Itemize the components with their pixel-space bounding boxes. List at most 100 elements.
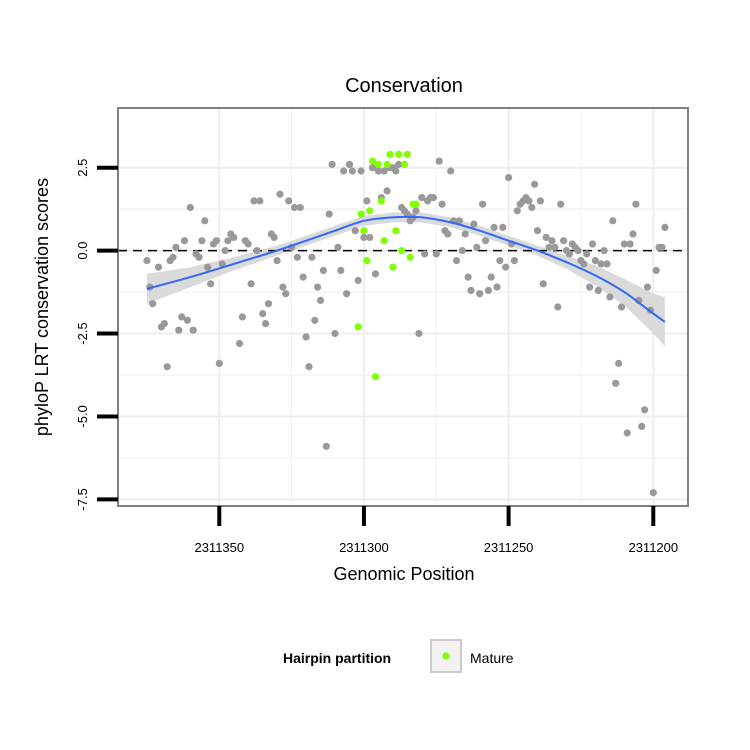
hairpin-point xyxy=(314,283,322,291)
y-axis: -7.5 -5.0 -2.5 0.0 2.5 xyxy=(75,159,118,511)
hairpin-point xyxy=(539,280,547,288)
hairpin-point xyxy=(380,167,388,175)
legend-marker-mature xyxy=(442,652,450,660)
hairpin-point xyxy=(270,233,278,241)
hairpin-point xyxy=(473,243,481,251)
hairpin-point xyxy=(533,227,542,235)
mature-point xyxy=(398,247,406,255)
hairpin-point xyxy=(340,167,348,175)
hairpin-point xyxy=(629,230,637,238)
hairpin-point xyxy=(586,283,594,291)
hairpin-point xyxy=(189,326,197,334)
hairpin-point xyxy=(172,243,180,251)
smooth-line xyxy=(146,215,666,323)
hairpin-point xyxy=(221,247,229,255)
hairpin-point xyxy=(163,363,171,371)
mature-point xyxy=(389,263,397,271)
hairpin-point xyxy=(583,250,591,258)
hairpin-point xyxy=(308,253,316,261)
hairpin-point xyxy=(183,316,191,324)
hairpin-points xyxy=(143,157,669,497)
hairpin-point xyxy=(207,280,215,288)
hairpin-point xyxy=(609,217,617,225)
x-tick-label: 2311300 xyxy=(339,540,389,555)
hairpin-point xyxy=(238,313,246,321)
hairpin-point xyxy=(470,220,478,228)
hairpin-point xyxy=(343,290,351,298)
hairpin-point xyxy=(282,290,290,298)
mature-point xyxy=(400,160,408,168)
hairpin-point xyxy=(418,194,426,202)
hairpin-point xyxy=(594,286,602,294)
hairpin-point xyxy=(322,442,330,450)
hairpin-point xyxy=(180,237,189,245)
hairpin-point xyxy=(528,203,536,212)
hairpin-point xyxy=(617,303,626,311)
hairpin-point xyxy=(299,273,307,281)
hairpin-point xyxy=(175,326,183,334)
hairpin-point xyxy=(415,329,423,338)
hairpin-point xyxy=(574,247,582,255)
x-axis-title: Genomic Position xyxy=(333,564,474,584)
chart-title: Conservation xyxy=(345,75,463,97)
hairpin-point xyxy=(591,257,600,265)
hairpin-point xyxy=(305,363,313,371)
hairpin-point xyxy=(452,257,461,265)
hairpin-point xyxy=(250,197,258,205)
hairpin-point xyxy=(325,210,333,218)
plot-background xyxy=(118,108,688,506)
mature-point xyxy=(406,253,414,261)
hairpin-point xyxy=(580,260,588,268)
hairpin-point xyxy=(204,263,212,271)
y-tick-label: 2.5 xyxy=(75,159,90,177)
hairpin-point xyxy=(285,197,293,205)
hairpin-point xyxy=(479,200,487,208)
y-tick-label: 0.0 xyxy=(75,242,90,260)
hairpin-point xyxy=(366,233,374,241)
hairpin-point xyxy=(531,180,539,188)
hairpin-point xyxy=(652,266,660,275)
x-axis: 2311350 2311300 2311250 2311200 xyxy=(194,506,678,555)
hairpin-point xyxy=(484,286,492,294)
hairpin-point xyxy=(230,233,238,241)
hairpin-point xyxy=(661,223,669,231)
hairpin-point xyxy=(273,257,281,265)
hairpin-point xyxy=(435,157,443,165)
hairpin-point xyxy=(218,260,226,268)
hairpin-point xyxy=(357,167,365,175)
hairpin-point xyxy=(215,359,223,367)
hairpin-point xyxy=(374,167,382,175)
hairpin-point xyxy=(525,197,533,205)
hairpin-point xyxy=(458,247,466,255)
hairpin-point xyxy=(253,247,261,255)
mature-point xyxy=(395,150,403,158)
hairpin-point xyxy=(319,266,327,275)
legend: Hairpin partition Mature xyxy=(283,639,514,673)
mature-point xyxy=(386,150,394,158)
hairpin-point xyxy=(464,273,472,281)
hairpin-point xyxy=(264,300,273,308)
hairpin-point xyxy=(557,200,565,208)
hairpin-point xyxy=(302,333,310,341)
hairpin-point xyxy=(143,257,151,265)
mature-point xyxy=(403,150,411,158)
hairpin-point xyxy=(360,233,368,241)
hairpin-point xyxy=(612,379,620,387)
mature-point xyxy=(354,323,362,331)
hairpin-point xyxy=(247,280,255,288)
hairpin-point xyxy=(493,283,501,291)
hairpin-point xyxy=(615,359,623,367)
y-tick-label: -7.5 xyxy=(75,488,90,510)
hairpin-point xyxy=(154,263,163,271)
hairpin-point xyxy=(198,237,206,245)
hairpin-point xyxy=(224,237,232,245)
legend-label-mature: Mature xyxy=(470,650,514,666)
hairpin-point xyxy=(351,227,359,235)
hairpin-point xyxy=(186,203,194,212)
hairpin-point xyxy=(536,197,545,205)
hairpin-point xyxy=(383,187,391,195)
hairpin-point xyxy=(588,240,597,248)
hairpin-point xyxy=(371,270,380,278)
hairpin-point xyxy=(293,253,301,261)
